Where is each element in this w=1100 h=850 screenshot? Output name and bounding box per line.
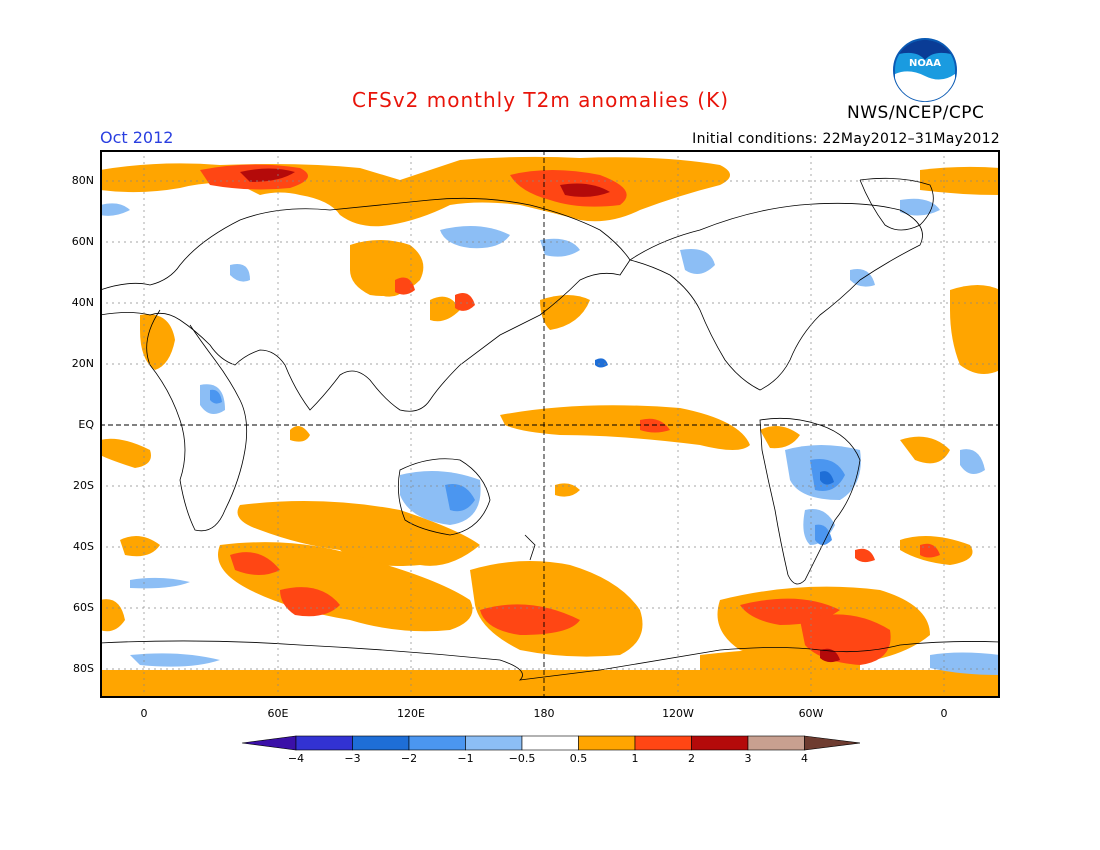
- x-tick-0: 0: [140, 707, 148, 720]
- colorbar-tick-label: 0.5: [569, 752, 588, 765]
- noaa-logo-icon: NOAA: [893, 38, 957, 102]
- graticule: [100, 150, 1000, 698]
- x-tick-120w: 120W: [662, 707, 694, 720]
- colorbar-segment-min: [241, 735, 297, 751]
- colorbar-segment: [521, 735, 579, 751]
- valid-month-label: Oct 2012: [100, 128, 174, 147]
- coastlines: [100, 177, 1000, 681]
- x-tick-120e: 120E: [397, 707, 425, 720]
- colorbar-segment: [691, 735, 749, 751]
- colorbar-tick-label: 3: [744, 752, 752, 765]
- colorbar-segment: [352, 735, 410, 751]
- colorbar-segment-max: [804, 735, 860, 751]
- y-tick-80s: 80S: [73, 662, 94, 675]
- y-tick-60s: 60S: [73, 601, 94, 614]
- initial-conditions-label: Initial conditions: 22May2012–31May2012: [692, 131, 1000, 147]
- y-tick-40n: 40N: [71, 296, 94, 309]
- reference-lines: [100, 150, 1000, 698]
- colorbar-segment: [578, 735, 636, 751]
- anomaly-map: [100, 150, 1000, 698]
- y-tick-60n: 60N: [71, 235, 94, 248]
- colorbar: [241, 735, 860, 751]
- colorbar-segment: [634, 735, 692, 751]
- warm-anomaly-strong-regions: [240, 168, 840, 663]
- agency-label: NWS/NCEP/CPC: [847, 103, 985, 123]
- cool-anomaly-strong-regions: [595, 358, 834, 485]
- y-tick-20n: 20N: [71, 357, 94, 370]
- colorbar-tick-label: −1: [457, 752, 474, 765]
- x-tick-60w: 60W: [798, 707, 824, 720]
- colorbar-tick-label: 2: [688, 752, 695, 765]
- x-tick-0-east: 0: [940, 707, 948, 720]
- y-tick-20s: 20S: [73, 479, 94, 492]
- colorbar-segment: [465, 735, 523, 751]
- y-tick-40s: 40S: [73, 540, 94, 553]
- y-tick-80n: 80N: [71, 174, 94, 187]
- colorbar-tick-label: −3: [344, 752, 361, 765]
- colorbar-tick-label: −4: [287, 752, 305, 765]
- colorbar-tick-label: −0.5: [508, 752, 536, 765]
- noaa-logo-text: NOAA: [909, 58, 941, 69]
- x-tick-180: 180: [533, 707, 555, 720]
- colorbar-tick-label: 4: [801, 752, 808, 765]
- colorbar-tick-label: −2: [400, 752, 418, 765]
- colorbar-tick-label: 1: [631, 752, 639, 765]
- y-tick-eq: EQ: [78, 418, 94, 431]
- colorbar-segment: [295, 735, 353, 751]
- cool-anomaly-weak-regions: [100, 198, 1000, 675]
- colorbar-segment: [408, 735, 466, 751]
- x-tick-60e: 60E: [267, 707, 289, 720]
- map-frame: [100, 150, 1000, 698]
- colorbar-segment: [747, 735, 805, 751]
- chart-title: CFSv2 monthly T2m anomalies (K): [352, 88, 729, 112]
